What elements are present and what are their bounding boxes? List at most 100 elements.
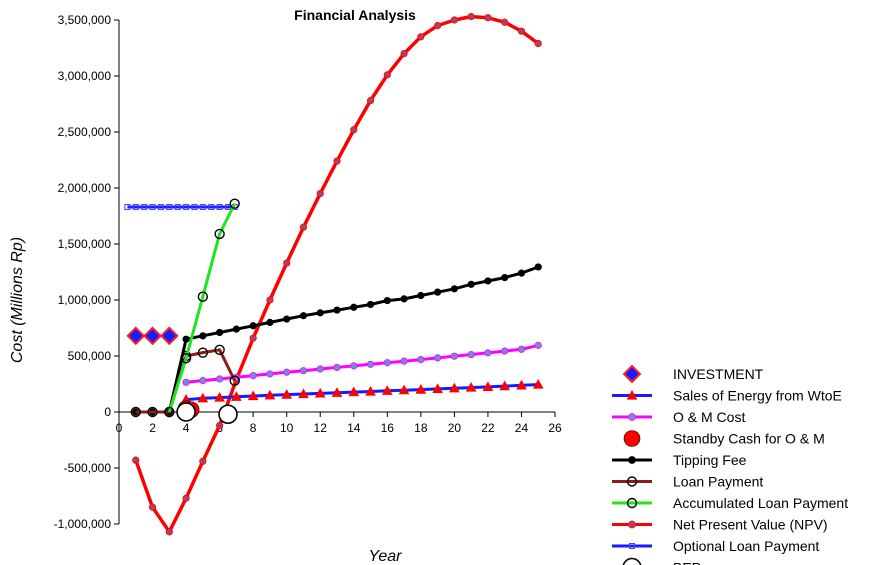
x-tick-label: 2 bbox=[149, 421, 156, 435]
data-point bbox=[534, 39, 542, 48]
legend-label: Net Present Value (NPV) bbox=[673, 517, 828, 533]
data-point-square bbox=[216, 204, 223, 211]
series-bep bbox=[176, 402, 238, 425]
data-point-triangle bbox=[298, 388, 309, 399]
data-point bbox=[249, 334, 257, 342]
y-tick-label: 2,500,000 bbox=[58, 125, 112, 139]
data-point-triangle bbox=[314, 387, 326, 398]
series-o-m-cost bbox=[182, 341, 542, 386]
data-point bbox=[484, 277, 492, 285]
data-point bbox=[350, 126, 358, 134]
data-point bbox=[283, 315, 291, 323]
data-point bbox=[467, 280, 475, 288]
data-point-square bbox=[157, 204, 164, 211]
data-point-square bbox=[124, 204, 131, 211]
data-point bbox=[249, 322, 257, 330]
data-point bbox=[484, 349, 492, 357]
data-point-big-open bbox=[176, 402, 196, 422]
y-tick-label: 2,000,000 bbox=[58, 181, 112, 195]
data-point-open bbox=[229, 198, 240, 209]
data-point bbox=[366, 300, 375, 309]
data-point-square bbox=[166, 204, 173, 211]
data-point bbox=[216, 328, 224, 337]
data-point-square bbox=[141, 204, 148, 211]
data-point bbox=[400, 295, 408, 303]
data-point bbox=[517, 269, 526, 277]
data-point bbox=[628, 456, 636, 464]
data-point-triangle bbox=[264, 389, 276, 400]
data-point bbox=[283, 259, 291, 267]
data-point bbox=[434, 288, 442, 296]
x-tick-label: 0 bbox=[116, 421, 123, 435]
data-point-big bbox=[623, 430, 641, 447]
data-point-square bbox=[208, 204, 215, 211]
data-point bbox=[266, 318, 274, 326]
data-point-diamond bbox=[126, 326, 146, 346]
data-point bbox=[450, 285, 458, 293]
legend-label: Standby Cash for O & M bbox=[673, 431, 825, 447]
legend-entry: Tipping Fee bbox=[612, 452, 747, 468]
data-point-open bbox=[164, 406, 175, 418]
y-tick-label: 500,000 bbox=[68, 349, 112, 363]
data-point-open bbox=[626, 497, 638, 509]
data-point bbox=[148, 503, 157, 511]
data-point bbox=[501, 347, 509, 355]
legend-label: Loan Payment bbox=[673, 474, 763, 490]
data-point-triangle bbox=[331, 387, 343, 397]
x-tick-label: 14 bbox=[347, 421, 361, 435]
data-point bbox=[266, 370, 274, 378]
legend-label: Optional Loan Payment bbox=[673, 538, 819, 554]
data-point-triangle bbox=[398, 384, 410, 395]
data-point-triangle bbox=[465, 382, 477, 392]
x-tick-label: 24 bbox=[515, 421, 529, 435]
data-point bbox=[534, 263, 542, 271]
data-point bbox=[283, 368, 291, 376]
data-point-diamond bbox=[159, 326, 179, 346]
data-point-big-open bbox=[622, 557, 642, 565]
data-point bbox=[628, 413, 636, 421]
data-point bbox=[216, 375, 224, 383]
data-point-open bbox=[197, 347, 209, 358]
legend-entry: Accumulated Loan Payment bbox=[612, 495, 848, 511]
series-net-present-value-npv bbox=[132, 13, 542, 536]
data-point bbox=[316, 190, 324, 198]
data-point bbox=[182, 494, 190, 502]
data-point-open bbox=[214, 344, 225, 356]
y-tick-label: 3,000,000 bbox=[58, 69, 112, 83]
data-point bbox=[333, 306, 341, 314]
legend-entry: BEP bbox=[622, 557, 701, 565]
data-point bbox=[501, 18, 509, 26]
data-point bbox=[517, 345, 526, 353]
data-point bbox=[467, 350, 475, 359]
data-point bbox=[628, 520, 636, 529]
data-point bbox=[400, 49, 408, 58]
data-point bbox=[434, 21, 442, 30]
legend-label: BEP bbox=[673, 560, 701, 565]
legend-entry: Standby Cash for O & M bbox=[623, 430, 825, 447]
data-point-triangle bbox=[482, 381, 494, 392]
data-point-open bbox=[197, 291, 209, 302]
chart-title: Financial Analysis bbox=[294, 7, 416, 23]
x-tick-label: 12 bbox=[314, 421, 328, 435]
x-tick-label: 10 bbox=[280, 421, 294, 435]
data-point bbox=[366, 97, 375, 105]
y-tick-label: 3,500,000 bbox=[58, 13, 112, 27]
data-point bbox=[484, 14, 492, 22]
series-line bbox=[185, 343, 539, 384]
legend-label: INVESTMENT bbox=[673, 366, 764, 382]
data-point-triangle bbox=[516, 379, 527, 390]
data-point bbox=[333, 157, 341, 165]
axes: -1,000,000 -500,000 0 500,000 1,000,000 1,500… bbox=[54, 13, 562, 531]
legend-entry: O & M Cost bbox=[612, 409, 745, 425]
data-point bbox=[517, 27, 526, 35]
data-point bbox=[299, 223, 308, 231]
data-point bbox=[450, 352, 458, 360]
series-sales-of-energy-from-wtoe bbox=[180, 379, 544, 404]
data-point bbox=[383, 359, 391, 367]
series-line bbox=[185, 383, 539, 402]
series-line bbox=[167, 203, 237, 413]
data-point bbox=[165, 528, 173, 536]
data-point bbox=[333, 363, 341, 372]
data-point bbox=[350, 362, 358, 370]
